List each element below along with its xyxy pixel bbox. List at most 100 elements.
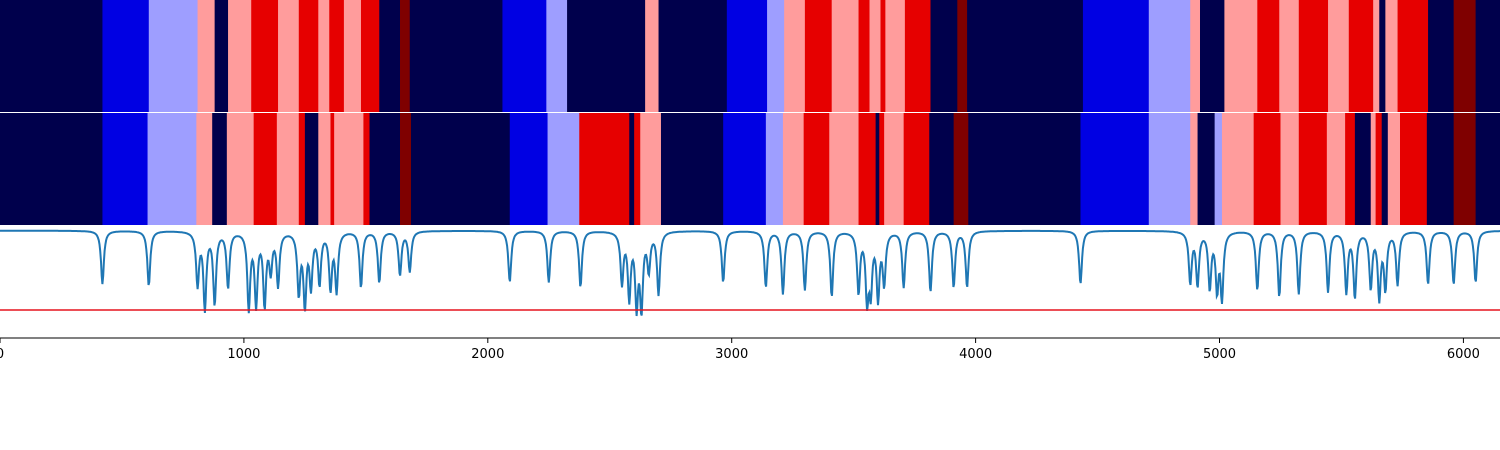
heatmap-segment bbox=[1354, 113, 1372, 225]
x-tick-label: 0 bbox=[0, 347, 4, 362]
heatmap-segment bbox=[831, 0, 859, 112]
heatmap-segment bbox=[360, 0, 380, 112]
heatmap-segment bbox=[567, 0, 646, 112]
heatmap-segment bbox=[1400, 113, 1428, 225]
heatmap-segment bbox=[343, 0, 362, 112]
heatmap-segment bbox=[330, 113, 335, 225]
heatmap-segment bbox=[502, 0, 547, 112]
heatmap-segment bbox=[1298, 0, 1329, 112]
heatmap-segment bbox=[579, 113, 630, 225]
heatmap-segment bbox=[858, 0, 870, 112]
heatmap-segment bbox=[253, 113, 278, 225]
line-panel bbox=[0, 229, 1500, 317]
heatmap-segment bbox=[276, 113, 300, 225]
heatmap-segment bbox=[1253, 113, 1281, 225]
heatmap-panel-1 bbox=[0, 0, 1500, 112]
heatmap-segment bbox=[1148, 113, 1191, 225]
heatmap-panel-2 bbox=[0, 113, 1500, 225]
heatmap-segment bbox=[546, 0, 568, 112]
heatmap-segment bbox=[904, 0, 931, 112]
heatmap-segment bbox=[1082, 0, 1150, 112]
heatmap-segment bbox=[957, 0, 968, 112]
heatmap-segment bbox=[645, 0, 659, 112]
heatmap-segment bbox=[547, 113, 580, 225]
heatmap-segment bbox=[930, 0, 958, 112]
heatmap-segment bbox=[1370, 113, 1377, 225]
heatmap-segment bbox=[1298, 113, 1328, 225]
heatmap-segment bbox=[1280, 113, 1300, 225]
heatmap-segment bbox=[660, 113, 724, 225]
heatmap-segment bbox=[1397, 0, 1429, 112]
heatmap-segment bbox=[1190, 0, 1201, 112]
heatmap-segment bbox=[379, 0, 401, 112]
heatmap-segment bbox=[658, 0, 728, 112]
heatmap-segment bbox=[1428, 0, 1455, 112]
x-tick-label: 1000 bbox=[227, 347, 260, 362]
heatmap-segment bbox=[1345, 113, 1356, 225]
heatmap-segment bbox=[1381, 113, 1389, 225]
x-tick-label: 6000 bbox=[1447, 347, 1480, 362]
heatmap-segment bbox=[1190, 113, 1198, 225]
heatmap-segment bbox=[629, 113, 635, 225]
heatmap-segment bbox=[784, 0, 806, 112]
heatmap-segment bbox=[0, 113, 103, 225]
heatmap-segment bbox=[298, 113, 306, 225]
heatmap-segment bbox=[1475, 0, 1500, 112]
heatmap-segment bbox=[903, 113, 930, 225]
heatmap-segment bbox=[147, 113, 197, 225]
heatmap-segment bbox=[634, 113, 641, 225]
heatmap-segment bbox=[148, 0, 198, 112]
heatmap-segment bbox=[212, 113, 228, 225]
heatmap-segment bbox=[782, 113, 805, 225]
heatmap-segment bbox=[869, 0, 881, 112]
heatmap-segment bbox=[1148, 0, 1191, 112]
heatmap-segment bbox=[968, 113, 1081, 225]
heatmap-segment bbox=[329, 0, 345, 112]
heatmap-segment bbox=[803, 113, 830, 225]
x-tick-label: 5000 bbox=[1203, 347, 1236, 362]
heatmap-segment bbox=[1221, 113, 1255, 225]
x-tick-label: 3000 bbox=[715, 347, 748, 362]
heatmap-segment bbox=[409, 0, 503, 112]
heatmap-segment bbox=[228, 0, 252, 112]
x-tick-label: 4000 bbox=[959, 347, 992, 362]
heatmap-segment bbox=[1475, 113, 1500, 225]
heatmap-segment bbox=[967, 0, 1084, 112]
heatmap-segment bbox=[829, 113, 859, 225]
x-tick-label: 2000 bbox=[471, 347, 504, 362]
heatmap-segment bbox=[726, 0, 768, 112]
heatmap-segment bbox=[400, 113, 412, 225]
heatmap-segment bbox=[509, 113, 548, 225]
heatmap-segment bbox=[1279, 0, 1300, 112]
heatmap-segment bbox=[723, 113, 767, 225]
heatmap-segment bbox=[197, 0, 216, 112]
heatmap-segment bbox=[880, 0, 886, 112]
heatmap-segment bbox=[875, 113, 880, 225]
heatmap-segment bbox=[214, 0, 229, 112]
heatmap-segment bbox=[884, 113, 905, 225]
heatmap-segment bbox=[251, 0, 279, 112]
heatmap-segment bbox=[1426, 113, 1455, 225]
heatmap-segment bbox=[304, 113, 319, 225]
heatmap-segment bbox=[410, 113, 511, 225]
heatmap-segment bbox=[765, 113, 784, 225]
heatmap-segment bbox=[1379, 0, 1386, 112]
heatmap-segment bbox=[879, 113, 885, 225]
heatmap-segment bbox=[318, 113, 331, 225]
heatmap-segment bbox=[318, 0, 330, 112]
heatmap-segment bbox=[885, 0, 906, 112]
heatmap-segment bbox=[1328, 0, 1350, 112]
heatmap-segment bbox=[640, 113, 662, 225]
heatmap-segment bbox=[1348, 0, 1374, 112]
heatmap-segment bbox=[278, 0, 300, 112]
heatmap-segment bbox=[953, 113, 969, 225]
heatmap-segment bbox=[102, 113, 148, 225]
heatmap-segment bbox=[858, 113, 877, 225]
heatmap-segment bbox=[196, 113, 213, 225]
heatmap-segment bbox=[1257, 0, 1280, 112]
x-axis: 0 1000 2000 3000 4000 5000 6000 bbox=[0, 338, 1480, 362]
heatmap-segment bbox=[298, 0, 319, 112]
heatmap-segment bbox=[363, 113, 370, 225]
heatmap-segment bbox=[226, 113, 255, 225]
